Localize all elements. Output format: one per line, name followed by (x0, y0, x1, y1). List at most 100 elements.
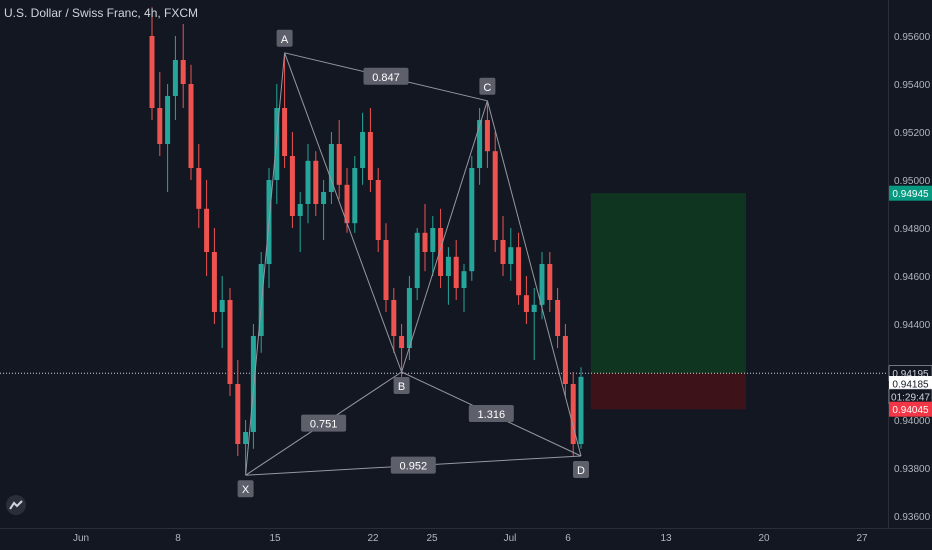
candle-body (406, 288, 412, 348)
candle (508, 228, 514, 281)
candle (484, 100, 490, 168)
candle-body (297, 204, 303, 216)
x-tick-label: 13 (660, 533, 672, 544)
y-tick-label: 0.93800 (894, 464, 931, 475)
candle (235, 360, 241, 456)
candle-body (492, 151, 498, 240)
point-label-text: B (398, 381, 405, 393)
candle (196, 144, 202, 228)
ratio-label-text: 0.847 (372, 72, 400, 84)
candle (149, 7, 155, 120)
candle-body (250, 336, 256, 432)
candle (422, 204, 428, 272)
candle-body (414, 232, 420, 288)
candle-body (336, 144, 342, 185)
candle-body (204, 208, 210, 252)
candle (305, 144, 311, 224)
candle-body (531, 304, 537, 312)
candle-body (274, 108, 280, 180)
price-badge-text: 01:29:47 (891, 392, 930, 403)
candle (547, 252, 553, 312)
candle-body (289, 156, 295, 216)
candle-body (555, 300, 561, 336)
candle (165, 84, 171, 192)
candle (453, 240, 459, 300)
pattern-point-x: X (237, 480, 254, 498)
symbol-title[interactable]: U.S. Dollar / Swiss Franc, 4h, FXCM (4, 6, 199, 20)
candle (188, 64, 194, 180)
target-zone (590, 193, 746, 374)
tradingview-logo-icon[interactable] (6, 495, 26, 515)
candle-body (477, 120, 483, 168)
candle (578, 367, 584, 449)
y-tick-label: 0.94600 (894, 272, 931, 283)
candle-body (547, 264, 553, 300)
price-badge-text: 0.94185 (892, 380, 929, 391)
candle-body (282, 108, 288, 156)
candle (399, 324, 405, 377)
y-tick-label: 0.95200 (894, 128, 931, 139)
ratio-label-bg (301, 414, 347, 432)
candle-body (562, 336, 568, 384)
candle-body (165, 96, 171, 144)
x-tick-label: 15 (269, 533, 281, 544)
price-badge-bg (889, 401, 932, 417)
candle-body (235, 384, 241, 444)
candle-body (243, 432, 249, 444)
ratio-label: 0.751 (301, 414, 347, 432)
point-label-bg (393, 377, 410, 394)
candle-body (461, 271, 467, 288)
pattern-point-a: A (276, 29, 293, 47)
ratio-label-text: 0.751 (310, 419, 338, 431)
price-badge-text: 0.94195 (892, 369, 929, 380)
candle (204, 180, 210, 276)
candle-body (180, 60, 186, 84)
candle (555, 288, 561, 348)
candle (570, 372, 576, 456)
candle (477, 108, 483, 185)
candle-body (227, 300, 233, 384)
ratio-label: 0.952 (390, 456, 436, 474)
candle (180, 24, 186, 108)
x-tick-label: 8 (175, 533, 181, 544)
price-badge: 0.94045 (889, 401, 932, 417)
candle (461, 264, 467, 312)
y-tick-label: 0.94400 (894, 320, 931, 331)
price-badge-bg (889, 185, 932, 201)
ratio-label-bg (468, 405, 514, 422)
candle-body (539, 264, 545, 305)
ratio-label-text: 1.316 (478, 409, 506, 421)
x-tick-label: Jun (73, 533, 89, 544)
candle (211, 228, 217, 324)
candle-body (438, 228, 444, 276)
ratio-label-bg (390, 456, 436, 474)
candle (367, 108, 373, 192)
candle (523, 276, 529, 324)
candle (391, 288, 397, 353)
candle (172, 36, 178, 120)
y-tick-label: 0.95000 (894, 176, 931, 187)
point-label-text: A (281, 34, 289, 46)
pattern-point-b: B (393, 377, 410, 394)
candle-body (352, 168, 358, 224)
x-tick-label: 22 (367, 533, 379, 544)
ratio-label: 1.316 (468, 405, 514, 422)
candle-body (445, 256, 451, 276)
price-badge-text: 0.94045 (892, 405, 929, 416)
candle (469, 156, 475, 281)
candle (414, 228, 420, 300)
candle (360, 112, 366, 185)
candle (219, 276, 225, 348)
pattern-leg (245, 52, 286, 476)
candle-body (516, 247, 522, 296)
candle (313, 151, 319, 216)
candle-body (313, 160, 319, 204)
y-tick-label: 0.95400 (894, 80, 931, 91)
candle-body (453, 256, 459, 288)
pattern-point-c: C (479, 77, 496, 95)
pattern-point-d: D (573, 461, 589, 478)
candle-body (149, 36, 155, 108)
candle (336, 120, 342, 200)
candle (492, 132, 498, 252)
